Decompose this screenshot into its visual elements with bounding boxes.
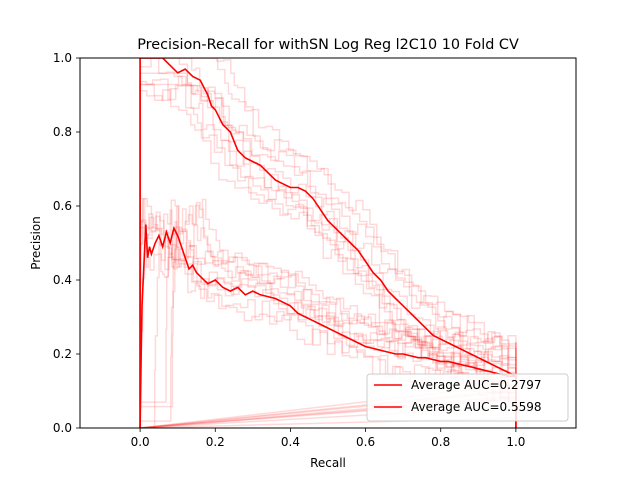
average-curve — [139, 224, 516, 428]
x-axis-label: Recall — [310, 456, 346, 470]
fold-curve — [139, 58, 517, 428]
x-tick-label: 0.6 — [356, 435, 375, 449]
fold-curve — [140, 221, 517, 422]
fold-curve — [140, 201, 517, 403]
y-tick-label: 0.0 — [53, 421, 72, 435]
legend: Average AUC=0.2797 Average AUC=0.5598 — [366, 373, 569, 422]
fold-curve — [139, 80, 517, 428]
fold-curve — [139, 197, 517, 408]
x-tick-label: 0.4 — [281, 435, 300, 449]
x-axis: 0.0 0.2 0.4 0.6 0.8 1.0 — [131, 428, 525, 449]
fold-curve — [139, 58, 517, 428]
x-tick-label: 0.8 — [431, 435, 450, 449]
legend-label: Average AUC=0.5598 — [411, 400, 542, 414]
y-axis-label: Precision — [29, 216, 43, 270]
legend-box — [366, 373, 569, 422]
y-tick-label: 0.6 — [53, 199, 72, 213]
plot-frame — [79, 57, 577, 429]
y-tick-label: 0.4 — [53, 273, 72, 287]
y-tick-label: 0.2 — [53, 347, 72, 361]
fold-curve — [139, 213, 517, 423]
fold-curve — [140, 198, 517, 408]
legend-label: Average AUC=0.2797 — [411, 378, 542, 392]
average-curves — [139, 58, 517, 428]
fold-curve — [139, 205, 517, 421]
y-tick-label: 1.0 — [53, 51, 72, 65]
fold-curve — [139, 198, 517, 404]
x-tick-label: 0.0 — [131, 435, 150, 449]
fold-curve — [139, 58, 517, 428]
y-axis: 0.0 0.2 0.4 0.6 0.8 1.0 — [53, 51, 80, 435]
fold-curve — [139, 75, 517, 428]
fold-curve — [139, 82, 517, 428]
fold-curve — [139, 215, 517, 428]
y-tick-label: 0.8 — [53, 125, 72, 139]
x-tick-label: 0.2 — [206, 435, 225, 449]
average-curve — [139, 58, 517, 428]
chart-title: Precision-Recall for withSN Log Reg l2C1… — [137, 37, 519, 53]
x-tick-label: 1.0 — [506, 435, 525, 449]
